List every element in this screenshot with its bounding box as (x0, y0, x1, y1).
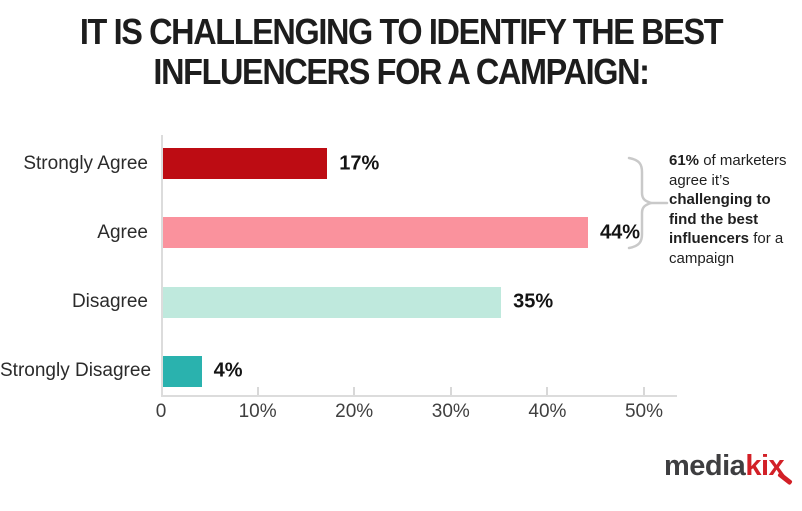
curly-brace-icon (627, 156, 669, 250)
axis-tick-mark (449, 387, 452, 395)
category-label: Agree (97, 221, 148, 243)
axis-tick-label: 20% (335, 401, 374, 422)
bar (163, 217, 589, 249)
annotation-segment: challenging to find the best influencers (669, 191, 771, 247)
annotation-segment: 61% (669, 152, 700, 169)
bar (163, 355, 202, 387)
axis-tick-label: 40% (528, 401, 567, 422)
category-label: Disagree (71, 291, 148, 313)
bar-value-label: 17% (339, 152, 380, 174)
axis-tick-label: 10% (238, 401, 277, 422)
y-axis-line (161, 135, 163, 397)
bar-chart: Strongly Agree 17% Agree 44% Disagree 35% Stro… (0, 135, 802, 445)
annotation-segment: for a campaign (669, 230, 784, 267)
mediakix-logo: mediakix (664, 450, 793, 486)
bar-value-label: 44% (600, 221, 641, 244)
axis-tick-mark (643, 387, 645, 395)
axis-tick-mark (353, 387, 356, 395)
bar (163, 286, 502, 318)
logo-media-text: media (664, 450, 746, 482)
chart-title: IT IS CHALLENGING TO IDENTIFY THE BEST I… (40, 12, 762, 92)
axis-tick-label: 30% (431, 401, 470, 422)
x-axis-line (161, 395, 677, 397)
axis-tick-label: 50% (624, 401, 664, 422)
chart-title-line-2: INFLUENCERS FOR A CAMPAIGN: (153, 51, 649, 92)
category-label: Strongly Agree (23, 152, 148, 174)
bar-value-label: 4% (213, 359, 243, 382)
chart-title-line-1: IT IS CHALLENGING TO IDENTIFY THE BEST (79, 11, 724, 52)
annotation-text: 61% of marketers agree it’s challenging … (669, 151, 793, 268)
category-label: Strongly Disagree (0, 360, 152, 382)
annotation-segment: of marketers agree it’s (669, 152, 787, 189)
bar (163, 148, 328, 179)
axis-tick-label: 0 (155, 401, 167, 422)
axis-tick-mark (256, 387, 259, 395)
bar-value-label: 35% (513, 290, 554, 313)
axis-tick-mark (546, 387, 549, 395)
